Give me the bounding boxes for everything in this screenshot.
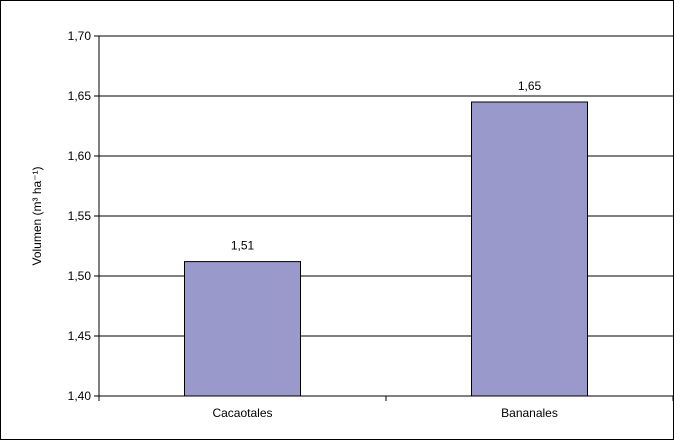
y-tick-label: 1,45 bbox=[68, 329, 92, 343]
bar-bananales bbox=[471, 101, 588, 397]
data-labels: 1,51 1,65 bbox=[231, 79, 542, 253]
y-tick-label: 1,55 bbox=[68, 209, 92, 223]
data-label: 1,51 bbox=[231, 239, 255, 253]
x-tick-labels: Cacaotales Bananales bbox=[98, 396, 673, 420]
y-tick-label: 1,65 bbox=[68, 89, 92, 103]
x-tick-label: Cacaotales bbox=[212, 406, 272, 420]
y-tick-label: 1,70 bbox=[68, 29, 92, 43]
y-tick-labels: 1,40 1,45 1,50 1,55 1,60 1,65 1,70 bbox=[68, 29, 99, 403]
data-label: 1,65 bbox=[518, 79, 542, 93]
bar-cacaotales bbox=[184, 261, 301, 397]
y-tick-label: 1,40 bbox=[68, 389, 92, 403]
bars bbox=[184, 101, 588, 397]
y-tick-label: 1,60 bbox=[68, 149, 92, 163]
x-tick-label: Bananales bbox=[501, 406, 558, 420]
y-axis-title: Volumen (m³ ha⁻¹) bbox=[30, 166, 44, 265]
y-tick-label: 1,50 bbox=[68, 269, 92, 283]
